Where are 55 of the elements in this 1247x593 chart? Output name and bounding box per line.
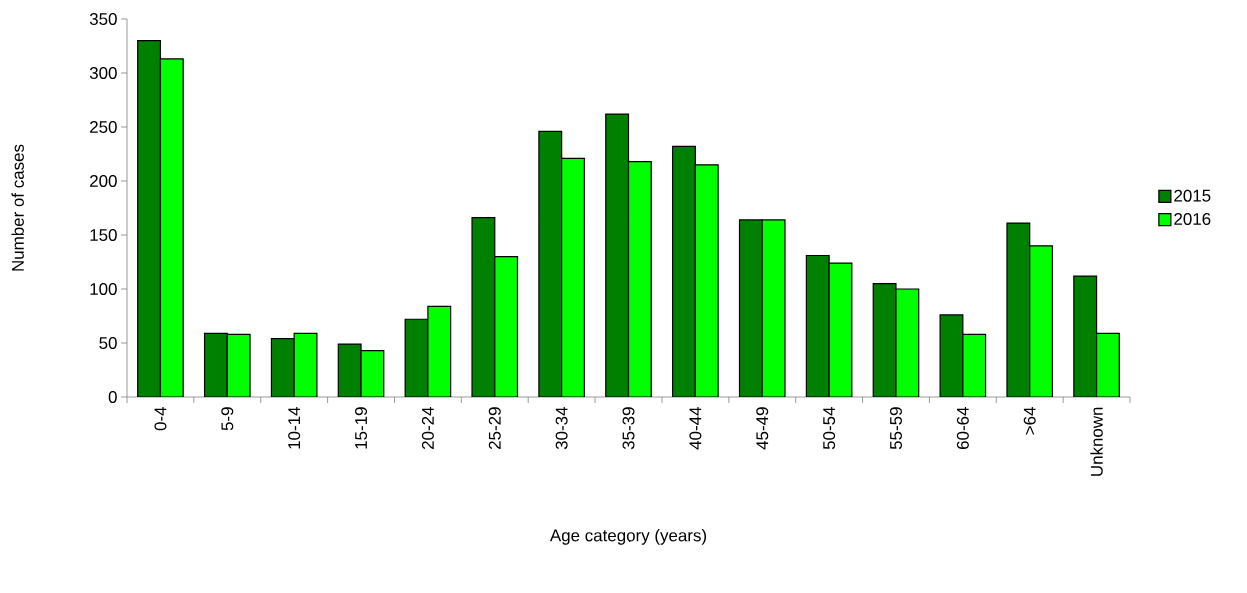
x-tick-label: 30-34 (555, 407, 568, 450)
bar (137, 40, 162, 397)
bar (1029, 245, 1054, 397)
bar (538, 130, 563, 397)
bar (694, 164, 719, 397)
y-tick-label: 200 (90, 175, 117, 187)
bar (427, 305, 452, 397)
x-tick-label: 20-24 (421, 407, 434, 449)
y-tick-label: 300 (89, 67, 117, 79)
x-tick-label: 5-9 (221, 407, 234, 431)
x-tick-label: 60-64 (956, 407, 969, 449)
bar (1095, 332, 1120, 397)
bar (895, 288, 920, 397)
x-tick-label: 55-59 (889, 407, 902, 450)
y-tick-label: 50 (99, 337, 117, 349)
bar (270, 338, 295, 397)
x-tick-label: >64 (1023, 407, 1036, 435)
bar (872, 283, 897, 397)
legend-label: 2016 (1174, 212, 1211, 225)
bar (561, 157, 585, 397)
x-tick-label: 0-4 (154, 407, 167, 431)
bar (939, 314, 964, 397)
bar (494, 256, 519, 397)
bar (627, 160, 652, 397)
bar (605, 113, 630, 397)
x-tick-label: 50-54 (823, 407, 836, 450)
y-tick-label: 150 (90, 229, 117, 241)
bar (738, 219, 763, 397)
bar (159, 58, 184, 397)
x-tick-label: 15-19 (355, 407, 368, 449)
x-tick-label: 10-14 (288, 407, 301, 449)
x-tick-label: 40-44 (689, 407, 702, 450)
y-axis-title: Number of cases (11, 144, 24, 271)
legend-label: 2015 (1174, 189, 1211, 202)
bar (672, 145, 696, 397)
bar (203, 332, 228, 397)
bar (471, 217, 496, 397)
y-tick-label: 0 (108, 391, 117, 403)
x-tick-label: Unknown (1090, 407, 1103, 476)
x-tick-label: 25-29 (488, 407, 501, 449)
y-tick-label: 100 (90, 283, 117, 295)
x-tick-label: 35-39 (622, 407, 635, 450)
bar (293, 332, 318, 397)
bar (1073, 275, 1098, 397)
bar (761, 219, 786, 397)
bar (828, 262, 853, 397)
x-axis-title: Age category (years) (549, 528, 707, 545)
y-tick-label: 350 (89, 13, 117, 25)
bar (805, 254, 830, 397)
bar (1006, 222, 1031, 397)
bar (226, 333, 251, 397)
bar (962, 333, 987, 397)
bar (404, 318, 429, 397)
x-tick-label: 45-49 (756, 407, 769, 450)
y-tick-label: 250 (90, 121, 117, 133)
